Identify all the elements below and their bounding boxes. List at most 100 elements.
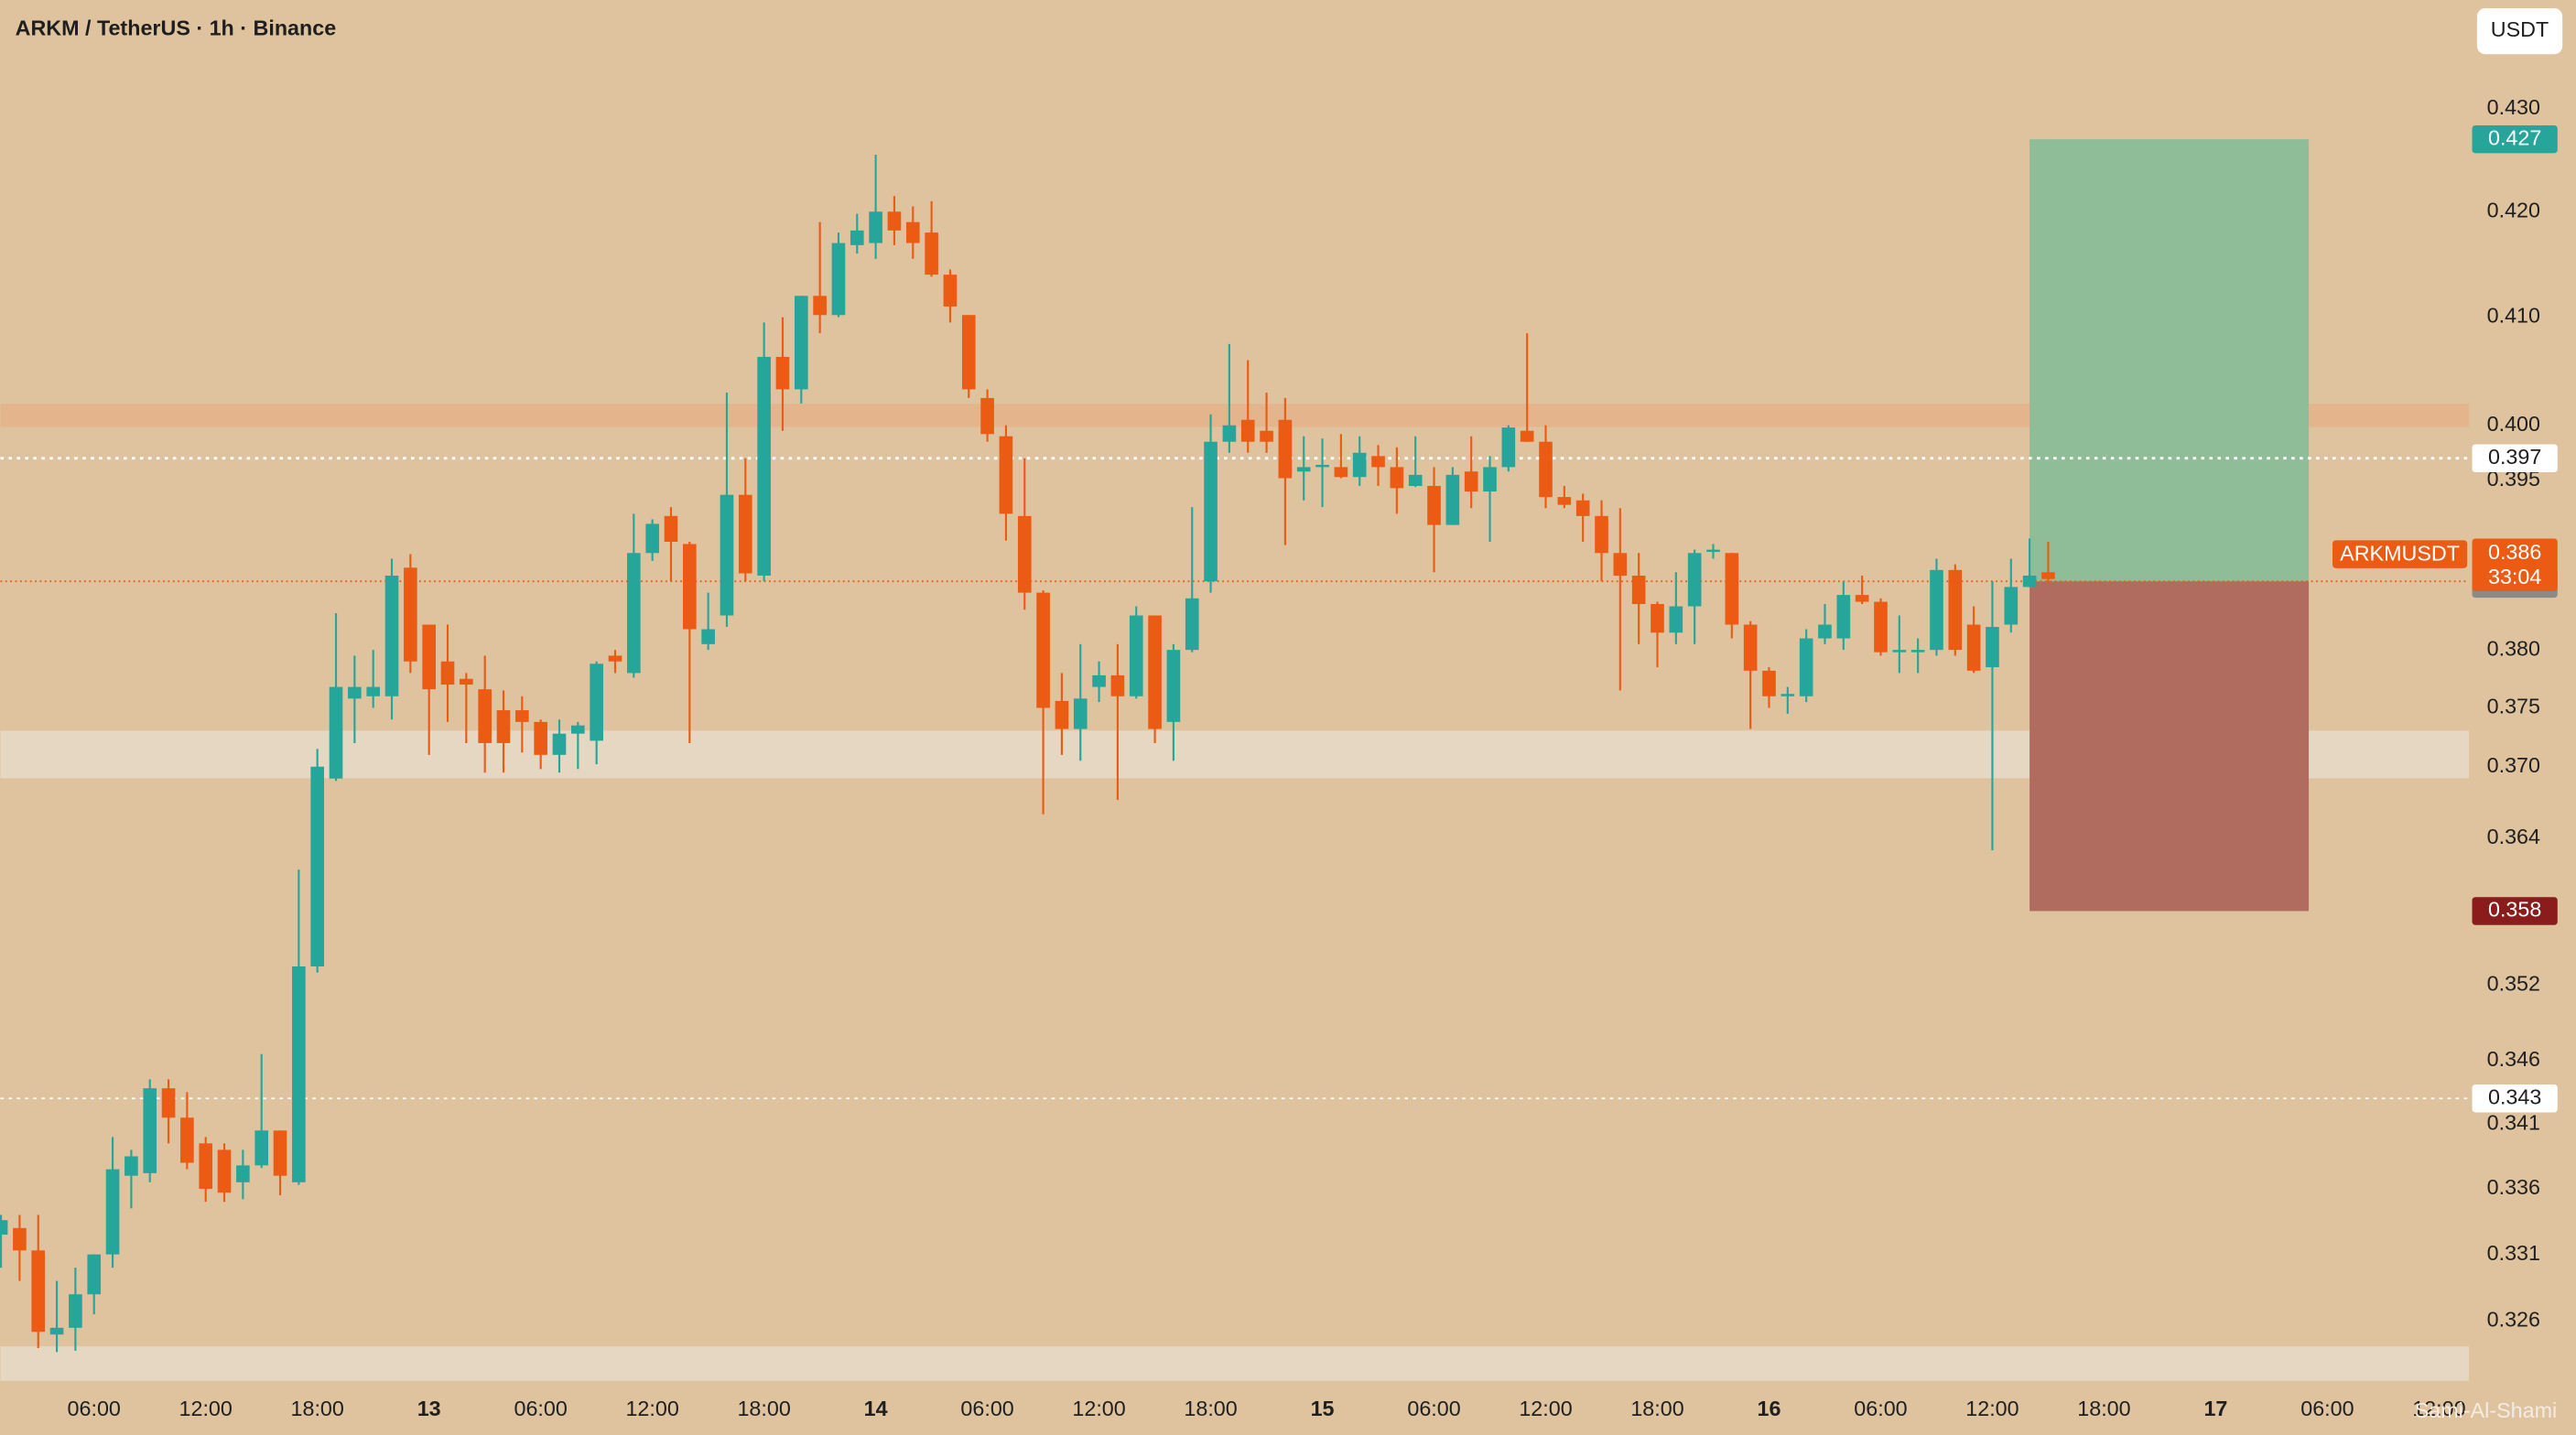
candle-body <box>1687 553 1702 607</box>
candle-body <box>887 211 902 231</box>
candle-body <box>869 211 882 243</box>
candle-body <box>496 710 511 743</box>
candle-body <box>757 356 771 576</box>
candle-body <box>720 494 734 616</box>
y-tick-label: 0.375 <box>2487 695 2540 718</box>
candle-body <box>1073 698 1088 729</box>
candle-body <box>143 1088 157 1173</box>
candle-body <box>1557 497 1572 505</box>
candle-body <box>775 356 790 390</box>
candle-body <box>664 515 678 542</box>
candle-body <box>1148 615 1162 729</box>
x-tick-label: 18:00 <box>291 1397 344 1420</box>
candle-body <box>384 575 399 696</box>
candle-body <box>1855 595 1869 602</box>
x-tick-label: 06:00 <box>960 1397 1013 1420</box>
candle-body <box>850 230 864 245</box>
candle-body <box>645 523 659 554</box>
chart-title: ARKM / TetherUS · 1h · Binance <box>16 16 337 39</box>
x-tick-label: 12:00 <box>2412 1397 2465 1420</box>
candle-body <box>124 1156 138 1176</box>
candle-body <box>1595 515 1608 554</box>
watermark: Sami-Al-Shami <box>2415 1398 2557 1422</box>
candle-body <box>1948 569 1963 651</box>
candle-body <box>999 436 1013 514</box>
candle-body <box>738 494 752 574</box>
current-price-label: 0.386 <box>2488 540 2541 564</box>
y-tick-label: 0.331 <box>2487 1241 2540 1265</box>
candle-body <box>2004 587 2019 625</box>
stop-box <box>2472 897 2558 925</box>
candle-body <box>1110 674 1125 696</box>
candle-body <box>1780 694 1795 696</box>
candle-body <box>1631 575 1646 605</box>
candle-body <box>1445 474 1460 525</box>
price-line-label: 0.343 <box>2488 1084 2541 1108</box>
candle-body <box>217 1149 232 1193</box>
candle-body <box>254 1130 269 1166</box>
candle-body <box>905 221 920 243</box>
candle-body <box>478 689 492 743</box>
x-tick-label: 18:00 <box>737 1397 790 1420</box>
candle-body <box>1278 419 1293 479</box>
y-tick-label: 0.336 <box>2487 1175 2540 1199</box>
candle-body <box>1743 624 1758 671</box>
candle-body <box>460 678 473 685</box>
candle-body <box>1575 500 1590 516</box>
candle-body <box>1930 569 1943 651</box>
price-line-box <box>2472 444 2558 472</box>
candle-body <box>1334 467 1348 478</box>
candle-body <box>1651 604 1664 633</box>
candle-body <box>1464 471 1478 492</box>
candle-body <box>1129 615 1143 696</box>
candle-body <box>1204 441 1218 582</box>
candle-body <box>552 733 567 755</box>
y-tick-label: 0.410 <box>2487 304 2540 328</box>
candle-body <box>1725 553 1739 625</box>
candle-body <box>1483 467 1497 492</box>
support-zone <box>0 1346 2469 1381</box>
candle-body <box>608 655 622 662</box>
candle-body <box>1296 467 1311 472</box>
y-tick-label: 0.326 <box>2487 1308 2540 1332</box>
x-tick-label: 13 <box>417 1397 441 1420</box>
target-box <box>2472 124 2558 154</box>
candle-body <box>1185 598 1199 651</box>
candle-body <box>69 1294 82 1328</box>
symbol-box <box>2332 540 2468 568</box>
candle-body <box>1966 624 1981 671</box>
candle-body <box>2041 572 2055 579</box>
candle-body <box>1390 467 1404 489</box>
x-tick-label: 06:00 <box>68 1397 121 1420</box>
candle-body <box>1092 674 1106 687</box>
candle-body <box>831 243 846 316</box>
candle-body <box>682 544 697 630</box>
y-tick-label: 0.400 <box>2487 412 2540 436</box>
candle-body <box>49 1327 64 1335</box>
x-tick-label: 12:00 <box>1072 1397 1125 1420</box>
candle-body <box>626 553 641 674</box>
candle-body <box>87 1254 102 1295</box>
stop-label: 0.358 <box>2488 898 2541 922</box>
candle-body <box>404 567 417 662</box>
candle-body <box>980 397 994 435</box>
y-tick-label: 0.364 <box>2487 825 2540 848</box>
candle-body <box>348 686 362 699</box>
currency-button[interactable] <box>2476 7 2563 55</box>
candle-body <box>236 1165 250 1182</box>
currency-button-label[interactable]: USDT <box>2491 17 2549 41</box>
x-tick-label: 18:00 <box>2077 1397 2130 1420</box>
target-label: 0.427 <box>2488 125 2541 149</box>
candle-body <box>292 966 306 1182</box>
x-tick-label: 12:00 <box>625 1397 678 1420</box>
candle-body <box>13 1227 27 1251</box>
candle-body <box>1166 650 1181 722</box>
candle-body <box>813 296 827 316</box>
candle-body <box>534 721 547 755</box>
y-tick-label: 0.346 <box>2487 1047 2540 1071</box>
x-tick-label: 06:00 <box>1407 1397 1460 1420</box>
price-line-label: 0.397 <box>2488 445 2541 469</box>
candle-body <box>1371 456 1385 468</box>
